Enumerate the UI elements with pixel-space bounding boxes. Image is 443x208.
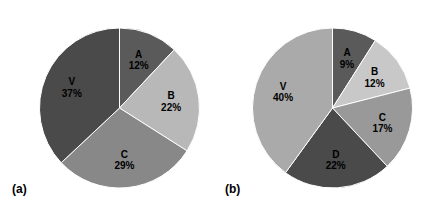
svg-text:C29%: C29% <box>114 149 134 172</box>
svg-text:C17%: C17% <box>372 112 392 135</box>
svg-text:A9%: A9% <box>340 47 355 70</box>
svg-text:V37%: V37% <box>62 76 82 99</box>
html-text:(b): (b) <box>225 182 241 196</box>
html-text:(a): (a) <box>12 182 27 196</box>
svg-text:V40%: V40% <box>273 81 293 104</box>
svg-text:B22%: B22% <box>161 90 181 113</box>
svg-text:D22%: D22% <box>326 149 346 172</box>
svg-text:A12%: A12% <box>129 49 149 72</box>
svg-text:B12%: B12% <box>365 66 385 89</box>
